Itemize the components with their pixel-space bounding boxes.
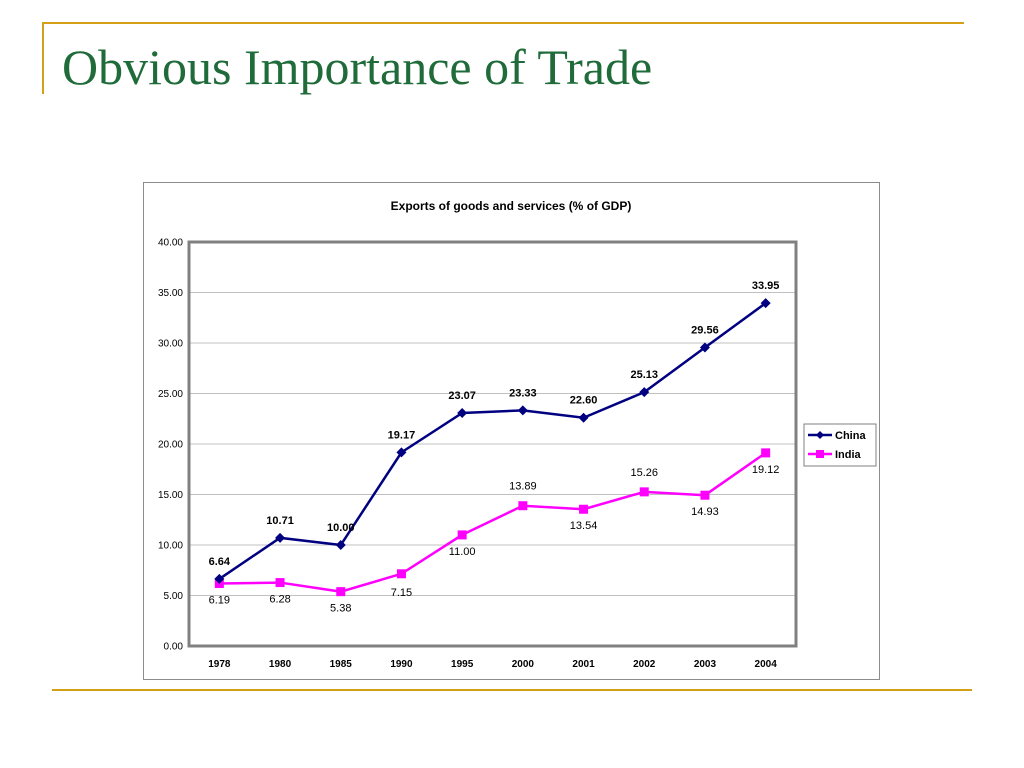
data-point [579, 504, 589, 514]
data-label: 13.54 [570, 520, 598, 532]
x-tick-label: 1995 [451, 659, 474, 670]
legend-marker [816, 450, 824, 458]
data-point [336, 587, 346, 597]
data-point [214, 573, 225, 584]
data-point [578, 412, 589, 423]
data-label: 19.12 [752, 464, 780, 476]
y-tick-label: 20.00 [158, 440, 183, 451]
slide-title: Obvious Importance of Trade [62, 39, 653, 95]
legend-label-china: China [835, 430, 866, 442]
data-point [396, 569, 406, 579]
x-tick-label: 2000 [512, 659, 535, 670]
data-label: 11.00 [449, 546, 476, 558]
data-label: 19.17 [388, 429, 416, 441]
y-tick-label: 35.00 [158, 288, 183, 299]
series-india: 6.19 6.28 5.38 7.15 11.00 13.89 13.54 15.26 14.9… [209, 448, 780, 615]
chart-title: Exports of goods and services (% of GDP) [391, 199, 632, 213]
data-label: 10.00 [327, 522, 355, 534]
x-tick-label: 2003 [694, 659, 717, 670]
data-label: 29.56 [691, 324, 719, 336]
y-tick-label: 40.00 [158, 238, 183, 249]
series-china: 6.64 10.71 10.00 19.17 23.07 23.33 22.60 25.13 2… [209, 280, 780, 584]
data-label: 10.71 [266, 515, 294, 527]
data-point [699, 342, 710, 353]
data-label: 22.60 [570, 395, 598, 407]
x-tick-label: 1990 [390, 659, 413, 670]
x-axis-ticks: 1978 1980 1985 1990 1995 2000 2001 2002 2003 2004 [208, 659, 777, 670]
data-label: 14.93 [691, 506, 719, 518]
left-accent-rule [42, 22, 44, 94]
data-point [275, 578, 285, 588]
data-point [517, 405, 528, 416]
y-tick-label: 10.00 [158, 541, 183, 552]
data-label: 23.33 [509, 387, 537, 399]
data-label: 6.64 [209, 556, 231, 568]
data-point [457, 530, 467, 540]
data-point [457, 407, 468, 418]
x-tick-label: 1980 [269, 659, 292, 670]
data-point [518, 501, 528, 511]
data-label: 25.13 [630, 369, 658, 381]
data-label: 23.07 [448, 390, 476, 402]
legend: China India [803, 423, 877, 467]
x-tick-label: 1978 [208, 659, 231, 670]
data-point [700, 490, 710, 500]
data-point [396, 447, 407, 458]
data-point [639, 487, 649, 497]
y-tick-label: 0.00 [164, 642, 184, 653]
y-tick-label: 25.00 [158, 389, 183, 400]
bottom-accent-rule [52, 689, 972, 691]
y-tick-label: 5.00 [164, 591, 184, 602]
plot-area-border [187, 240, 798, 648]
data-point [639, 387, 650, 398]
data-point [275, 532, 286, 543]
data-label: 6.19 [209, 594, 230, 606]
top-accent-rule [42, 22, 964, 24]
legend-label-india: India [835, 449, 862, 461]
y-axis-ticks: 0.00 5.00 10.00 15.00 20.00 25.00 30.00 35.00 40… [158, 238, 183, 653]
data-point [761, 448, 771, 458]
data-label: 13.89 [509, 481, 537, 493]
data-label: 5.38 [330, 603, 351, 615]
x-tick-label: 2004 [755, 659, 778, 670]
data-label: 33.95 [752, 280, 780, 292]
legend-marker [816, 431, 824, 439]
exports-line-chart: Exports of goods and services (% of GDP)… [158, 199, 877, 670]
data-point [335, 540, 346, 550]
y-tick-label: 30.00 [158, 339, 183, 350]
data-label: 6.28 [269, 594, 290, 606]
chart-frame: Exports of goods and services (% of GDP)… [143, 182, 880, 680]
data-label: 15.26 [630, 467, 658, 479]
series-line [219, 451, 767, 593]
series: 6.19 6.28 5.38 7.15 11.00 13.89 13.54 15.26 14.9… [209, 280, 780, 615]
data-label: 7.15 [391, 587, 412, 599]
x-tick-label: 2002 [633, 659, 656, 670]
series-line [218, 302, 767, 580]
gridlines [189, 292, 796, 596]
x-tick-label: 1985 [330, 659, 353, 670]
legend-box [803, 423, 877, 467]
x-tick-label: 2001 [572, 659, 595, 670]
data-point [760, 298, 771, 309]
y-tick-label: 15.00 [158, 490, 183, 501]
